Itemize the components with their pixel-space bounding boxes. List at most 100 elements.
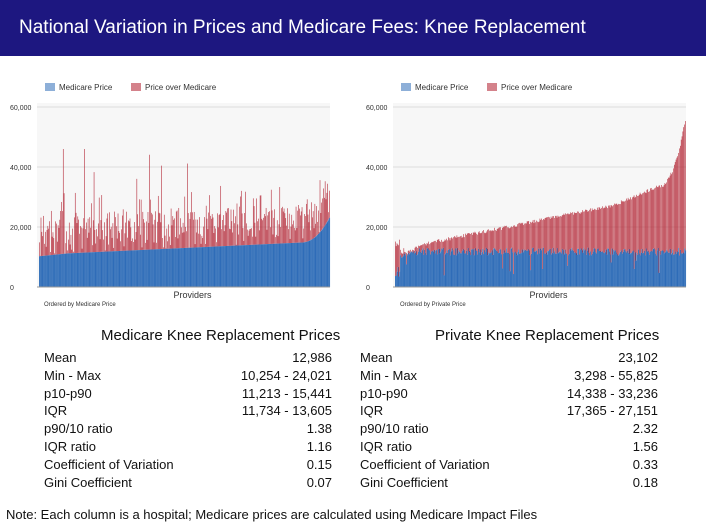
bar-price-over-medicare (167, 241, 168, 249)
bar-medicare-price (501, 268, 503, 287)
x-axis-label: Providers (530, 290, 569, 300)
bar-medicare-price (541, 248, 543, 287)
bar-medicare-price (656, 255, 657, 287)
bar-medicare-price (632, 251, 633, 287)
bar-price-over-medicare (319, 180, 321, 233)
bar-price-over-medicare (448, 238, 450, 250)
bar-medicare-price (242, 245, 244, 287)
bar-price-over-medicare (202, 238, 204, 248)
bar-medicare-price (585, 254, 587, 287)
bar-price-over-medicare (137, 214, 138, 251)
bar-price-over-medicare (199, 217, 200, 248)
bar-price-over-medicare (632, 197, 633, 252)
bar-price-over-medicare (165, 248, 167, 249)
bar-medicare-price (254, 244, 256, 287)
bar-medicare-price (225, 246, 227, 287)
bar-price-over-medicare (300, 215, 301, 243)
bar-price-over-medicare (86, 222, 87, 253)
bar-medicare-price (194, 247, 196, 287)
bar-medicare-price (166, 248, 168, 287)
bar-medicare-price (676, 251, 678, 287)
bar-price-over-medicare (468, 233, 470, 252)
bar-medicare-price (214, 246, 216, 287)
bar-price-over-medicare (139, 199, 140, 251)
bar-price-over-medicare (549, 218, 551, 249)
bar-medicare-price (478, 252, 480, 287)
bar-price-over-medicare (122, 215, 123, 251)
bar-price-over-medicare (189, 218, 191, 248)
bar-medicare-price (428, 249, 430, 287)
bar-medicare-price (463, 250, 465, 287)
bar-price-over-medicare (539, 218, 541, 249)
bar-medicare-price (186, 247, 188, 287)
bar-price-over-medicare (401, 253, 403, 258)
bar-price-over-medicare (153, 242, 155, 250)
bar-price-over-medicare (298, 205, 299, 243)
bar-price-over-medicare (95, 243, 97, 253)
bar-medicare-price (592, 251, 594, 287)
bar-price-over-medicare (594, 208, 595, 249)
bar-price-over-medicare (588, 211, 589, 253)
bar-medicare-price (220, 246, 222, 287)
bar-medicare-price (630, 252, 632, 287)
bar-medicare-price (647, 250, 649, 287)
bar-medicare-price (154, 249, 156, 287)
bar-medicare-price (56, 254, 58, 287)
stat-row-iqr-ratio: IQR ratio 1.56 (360, 438, 658, 456)
bar-price-over-medicare (684, 124, 685, 249)
bar-price-over-medicare (632, 196, 634, 251)
bar-price-over-medicare (117, 213, 119, 252)
bar-medicare-price (241, 245, 243, 287)
bar-medicare-price (480, 255, 482, 287)
stat-label: p10-p90 (44, 385, 92, 401)
bar-medicare-price (499, 249, 501, 287)
bar-price-over-medicare (228, 208, 229, 246)
bar-price-over-medicare (56, 241, 58, 255)
bar-medicare-price (505, 252, 507, 287)
bar-price-over-medicare (282, 206, 283, 244)
bar-medicare-price (257, 244, 259, 287)
bar-price-over-medicare (260, 195, 262, 245)
bar-price-over-medicare (45, 246, 47, 256)
bar-price-over-medicare (516, 226, 518, 256)
bar-medicare-price (678, 248, 680, 287)
bar-price-over-medicare (211, 214, 213, 247)
bar-price-over-medicare (223, 215, 224, 247)
bar-price-over-medicare (304, 214, 305, 243)
bar-medicare-price (191, 247, 193, 287)
bar-medicare-price (62, 253, 64, 287)
bar-medicare-price (59, 254, 61, 287)
bar-medicare-price (291, 242, 293, 287)
bar-medicare-price (637, 254, 639, 287)
bar-medicare-price (278, 243, 280, 287)
bar-price-over-medicare (218, 215, 220, 247)
bar-price-over-medicare (495, 230, 497, 251)
bar-medicare-price (285, 243, 287, 287)
bar-price-over-medicare (213, 233, 215, 247)
stat-value: 17,365 - 27,151 (566, 403, 658, 419)
bar-price-over-medicare (209, 195, 210, 247)
bar-medicare-price (600, 252, 602, 287)
bar-price-over-medicare (173, 219, 174, 249)
bar-medicare-price (259, 244, 261, 287)
bar-price-over-medicare (654, 188, 655, 250)
bar-price-over-medicare (566, 214, 567, 254)
bar-price-over-medicare (487, 229, 488, 256)
bar-medicare-price (158, 249, 160, 287)
bar-medicare-price (62, 253, 64, 287)
bar-price-over-medicare (159, 213, 161, 250)
bar-price-over-medicare (449, 240, 451, 256)
stat-value: 14,338 - 33,236 (566, 385, 658, 401)
bar-price-over-medicare (108, 244, 109, 252)
bar-medicare-price (606, 254, 608, 287)
bar-medicare-price (547, 251, 549, 287)
stat-value: 0.18 (632, 474, 658, 490)
bar-medicare-price (213, 246, 215, 287)
bar-price-over-medicare (608, 205, 610, 252)
bar-price-over-medicare (668, 177, 669, 253)
bar-price-over-medicare (484, 233, 486, 253)
bar-medicare-price (432, 251, 434, 287)
bar-price-over-medicare (675, 159, 677, 254)
bar-medicare-price (163, 248, 165, 287)
bar-price-over-medicare (644, 192, 646, 256)
